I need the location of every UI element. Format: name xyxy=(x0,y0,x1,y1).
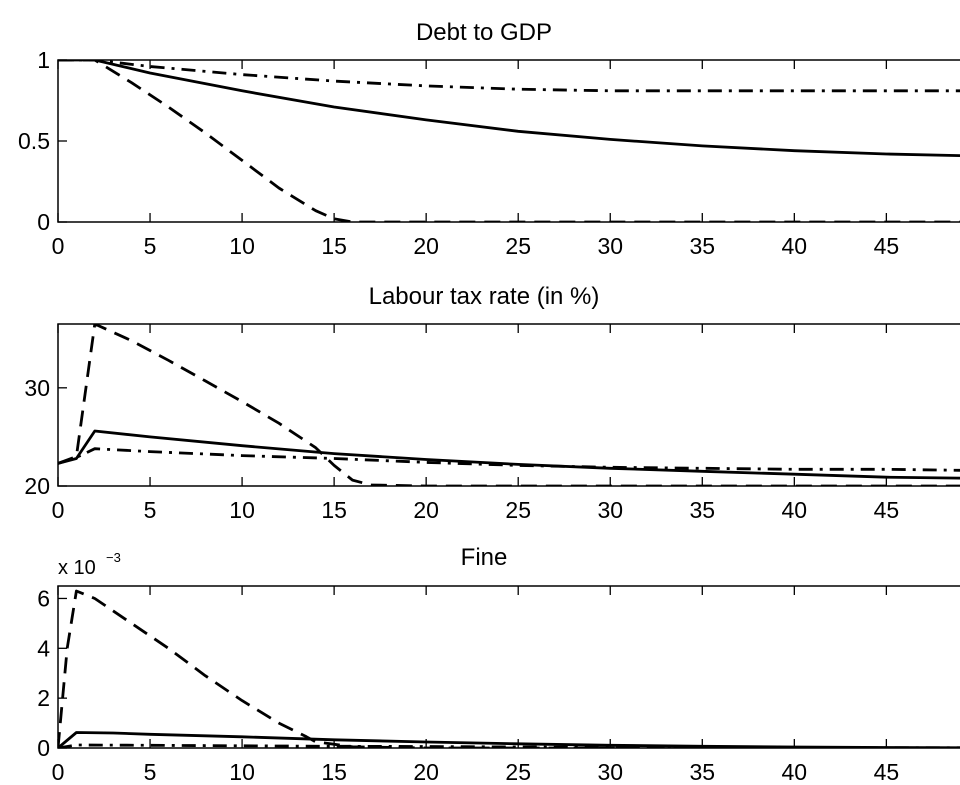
x-tick-label: 20 xyxy=(413,759,439,785)
x-tick-label: 10 xyxy=(229,497,255,523)
y-tick-label: 2 xyxy=(37,685,50,711)
x-tick-label: 30 xyxy=(597,759,623,785)
x-tick-label: 15 xyxy=(321,233,347,259)
exponent-sup: −3 xyxy=(106,550,121,565)
y-tick-label: 0 xyxy=(37,209,50,235)
x-tick-label: 5 xyxy=(144,759,157,785)
x-tick-label: 20 xyxy=(413,233,439,259)
series-line-solid xyxy=(58,429,960,480)
x-tick-label: 25 xyxy=(505,233,531,259)
x-tick-label: 45 xyxy=(874,759,900,785)
x-tick-label: 30 xyxy=(597,497,623,523)
x-tick-label: 10 xyxy=(229,233,255,259)
series-line-dashdot xyxy=(58,60,960,93)
x-tick-label: 45 xyxy=(874,497,900,523)
x-tick-label: 45 xyxy=(874,233,900,259)
y-tick-label: 30 xyxy=(24,375,50,401)
x-tick-label: 15 xyxy=(321,497,347,523)
x-tick-label: 10 xyxy=(229,759,255,785)
panel-3: Fine 0 5 10 15 20 25 30 35 40 45 0 2 4 6 x 10 −3 xyxy=(37,544,960,785)
x-tick-label: 15 xyxy=(321,759,347,785)
x-tick-label: 0 xyxy=(52,233,65,259)
y-tick-label: 4 xyxy=(37,635,50,661)
exponent-label: x 10 xyxy=(58,557,96,579)
x-tick-label: 35 xyxy=(689,233,715,259)
plot-frame xyxy=(57,323,960,487)
panel-2: Labour tax rate (in %) 0 5 10 15 20 25 30 35 40 45… xyxy=(24,283,960,523)
y-tick-label: 0 xyxy=(37,735,50,761)
series-line-dashed xyxy=(58,589,960,748)
series-line-dashdot xyxy=(58,447,960,472)
x-tick-label: 0 xyxy=(52,759,65,785)
x-tick-label: 35 xyxy=(689,497,715,523)
x-tick-label: 25 xyxy=(505,497,531,523)
panel-title: Debt to GDP xyxy=(416,19,552,46)
series-line-dashed xyxy=(58,60,960,222)
plot-frame xyxy=(57,585,960,749)
series-line-dashdot xyxy=(58,743,960,748)
series-line-solid xyxy=(58,60,960,157)
x-tick-label: 5 xyxy=(144,233,157,259)
panel-title: Labour tax rate (in %) xyxy=(369,283,600,310)
x-tick-label: 5 xyxy=(144,497,157,523)
y-tick-label: 6 xyxy=(37,585,50,611)
x-tick-label: 20 xyxy=(413,497,439,523)
x-tick-label: 0 xyxy=(52,497,65,523)
y-tick-label: 20 xyxy=(24,473,50,499)
panel-title: Fine xyxy=(461,544,508,571)
y-tick-label: 0.5 xyxy=(18,128,50,154)
x-tick-label: 40 xyxy=(782,497,808,523)
panel-1: Debt to GDP 0 5 10 15 20 25 30 35 40 45 0 0.5 1 xyxy=(18,19,960,259)
x-tick-label: 30 xyxy=(597,233,623,259)
series-line-dashed xyxy=(58,324,960,486)
plot-frame xyxy=(57,59,960,223)
x-tick-label: 25 xyxy=(505,759,531,785)
y-tick-label: 1 xyxy=(37,47,50,73)
x-tick-label: 40 xyxy=(782,233,808,259)
x-tick-label: 40 xyxy=(782,759,808,785)
x-tick-label: 35 xyxy=(689,759,715,785)
